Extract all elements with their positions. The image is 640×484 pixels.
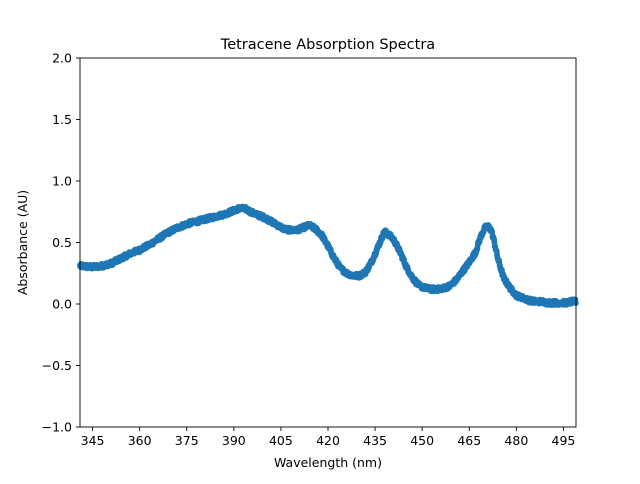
x-tick-label: 360 (128, 433, 152, 448)
y-tick-label: 1.5 (52, 112, 72, 127)
chart-title: Tetracene Absorption Spectra (220, 37, 435, 53)
x-tick-label: 420 (316, 433, 340, 448)
axes: 345 360 375 390 405 420 435 450 465 480 495 −1.0 −0.… (42, 51, 576, 449)
y-tick-label: 1.0 (52, 174, 72, 189)
x-tick-label: 480 (504, 433, 528, 448)
x-tick-label: 495 (552, 433, 576, 448)
y-tick-label: −1.0 (42, 420, 72, 435)
x-tick-label: 435 (363, 433, 387, 448)
y-axis-label: Absorbance (AU) (15, 190, 30, 295)
x-tick-label: 405 (269, 433, 293, 448)
x-tick-label: 390 (222, 433, 246, 448)
y-tick-label: −0.5 (42, 358, 72, 373)
y-tick-label: 2.0 (52, 51, 72, 66)
x-tick-label: 465 (457, 433, 481, 448)
y-tick-label: 0.5 (52, 235, 72, 250)
data-points (77, 203, 579, 308)
x-axis-label: Wavelength (nm) (274, 455, 382, 470)
plot-frame (79, 57, 577, 428)
x-tick-label: 375 (175, 433, 199, 448)
x-tick-label: 450 (410, 433, 434, 448)
y-tick-label: 0.0 (52, 297, 72, 312)
x-tick-label: 345 (81, 433, 105, 448)
